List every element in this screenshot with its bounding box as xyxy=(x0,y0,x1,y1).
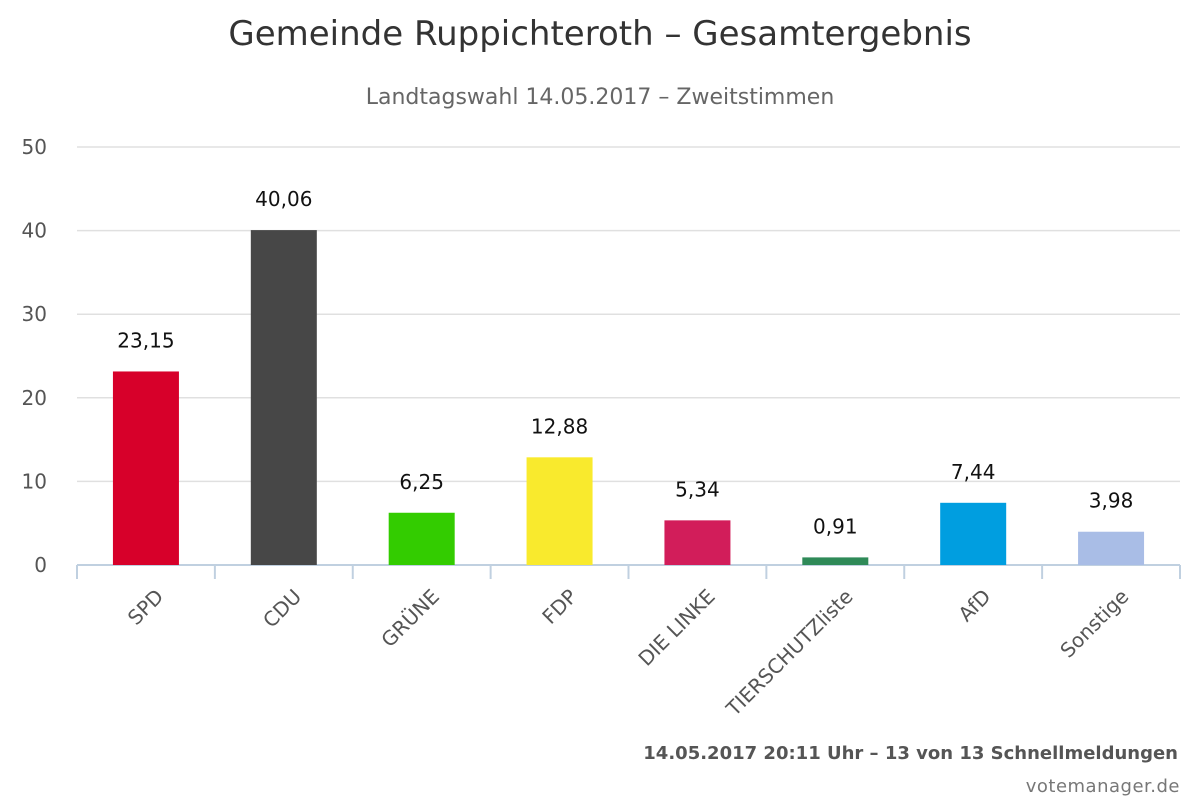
y-tick-label: 40 xyxy=(22,219,47,243)
bar-cdu[interactable] xyxy=(250,230,317,566)
data-label: 40,06 xyxy=(255,187,312,211)
x-axis-tick-labels: SPD CDU GRÜNE FDP DIE LINKE TIERSCHUTZliste Af… xyxy=(123,584,1133,721)
y-tick-label: 20 xyxy=(22,386,47,410)
bar-fdp[interactable] xyxy=(526,457,593,565)
data-label: 5,34 xyxy=(675,477,720,501)
data-label: 12,88 xyxy=(531,414,588,438)
bar-gr-ne[interactable] xyxy=(388,512,455,565)
chart-subtitle: Landtagswahl 14.05.2017 – Zweitstimmen xyxy=(365,85,835,110)
data-label: 23,15 xyxy=(117,328,174,352)
data-label: 0,91 xyxy=(813,514,858,538)
x-tick-label: FDP xyxy=(537,584,582,629)
data-label: 7,44 xyxy=(951,460,996,484)
bars xyxy=(112,230,1145,566)
x-tick-label: GRÜNE xyxy=(376,584,444,652)
x-axis xyxy=(76,564,1181,579)
data-labels: 23,15 40,06 6,25 12,88 5,34 0,91 7,44 3,98 xyxy=(117,187,1133,538)
bar-afd[interactable] xyxy=(940,502,1007,565)
bar-sonstige[interactable] xyxy=(1078,531,1145,565)
y-tick-label: 50 xyxy=(22,135,47,159)
x-tick-label: AfD xyxy=(953,584,995,626)
x-tick-label: TIERSCHUTZliste xyxy=(721,584,858,721)
credit-link[interactable]: votemanager.de xyxy=(1025,776,1180,797)
y-axis-tick-labels: 0 10 20 30 40 50 xyxy=(22,135,47,577)
y-tick-label: 10 xyxy=(22,469,47,493)
data-label: 3,98 xyxy=(1089,489,1134,513)
data-label: 6,25 xyxy=(399,470,444,494)
update-status-text: 14.05.2017 20:11 Uhr – 13 von 13 Schnell… xyxy=(643,743,1178,764)
x-tick-label: SPD xyxy=(123,584,168,629)
x-tick-label: Sonstige xyxy=(1055,584,1133,662)
y-tick-label: 0 xyxy=(34,553,47,577)
bar-tierschutzliste[interactable] xyxy=(802,557,869,565)
gridlines xyxy=(77,146,1180,483)
y-tick-label: 30 xyxy=(22,302,47,326)
bar-die-linke[interactable] xyxy=(664,520,731,565)
chart-title: Gemeinde Ruppichteroth – Gesamtergebnis xyxy=(228,14,972,54)
bar-spd[interactable] xyxy=(112,371,179,565)
x-tick-label: DIE LINKE xyxy=(633,584,719,670)
x-tick-label: CDU xyxy=(258,584,306,632)
